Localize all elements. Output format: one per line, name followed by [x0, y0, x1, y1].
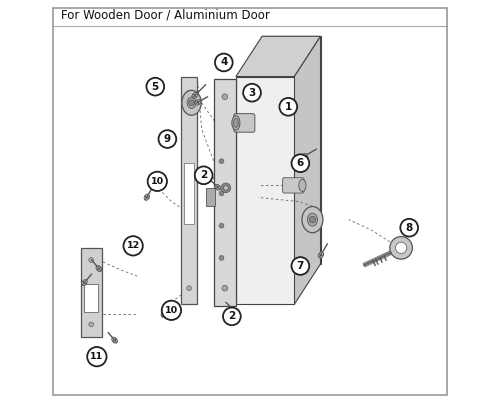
- Circle shape: [243, 84, 261, 102]
- Text: 6: 6: [297, 158, 304, 168]
- FancyBboxPatch shape: [234, 114, 255, 132]
- Circle shape: [400, 219, 418, 237]
- Polygon shape: [182, 77, 197, 304]
- Ellipse shape: [161, 311, 166, 317]
- Circle shape: [146, 78, 164, 96]
- Text: 1: 1: [284, 102, 292, 112]
- Ellipse shape: [194, 100, 201, 105]
- Ellipse shape: [192, 93, 198, 98]
- Text: For Wooden Door / Aluminium Door: For Wooden Door / Aluminium Door: [60, 9, 270, 22]
- Text: 5: 5: [152, 82, 159, 91]
- Circle shape: [215, 54, 232, 71]
- Ellipse shape: [144, 194, 150, 200]
- Ellipse shape: [308, 213, 318, 226]
- Circle shape: [188, 100, 194, 106]
- Ellipse shape: [96, 266, 102, 272]
- Circle shape: [162, 301, 181, 320]
- Circle shape: [219, 191, 224, 196]
- Text: 7: 7: [296, 261, 304, 271]
- Circle shape: [87, 347, 106, 366]
- FancyBboxPatch shape: [206, 188, 214, 206]
- Ellipse shape: [214, 184, 220, 190]
- FancyBboxPatch shape: [282, 178, 304, 193]
- Circle shape: [224, 185, 228, 190]
- Circle shape: [222, 94, 228, 100]
- Ellipse shape: [233, 309, 238, 315]
- Circle shape: [221, 183, 231, 193]
- Text: 4: 4: [220, 58, 228, 67]
- Circle shape: [219, 223, 224, 228]
- Ellipse shape: [234, 118, 238, 127]
- Ellipse shape: [302, 206, 323, 233]
- Ellipse shape: [299, 179, 306, 191]
- Circle shape: [280, 98, 297, 116]
- Circle shape: [309, 216, 316, 223]
- Ellipse shape: [318, 252, 324, 258]
- Text: 2: 2: [200, 170, 207, 180]
- Circle shape: [292, 154, 309, 172]
- Circle shape: [223, 307, 240, 325]
- Polygon shape: [294, 36, 320, 304]
- Text: 10: 10: [165, 306, 178, 315]
- Ellipse shape: [112, 337, 117, 343]
- Circle shape: [222, 285, 228, 291]
- Ellipse shape: [232, 116, 240, 130]
- Text: 3: 3: [248, 88, 256, 98]
- Circle shape: [89, 322, 94, 327]
- Text: 11: 11: [90, 352, 104, 361]
- FancyBboxPatch shape: [84, 284, 98, 312]
- Polygon shape: [262, 36, 320, 264]
- FancyBboxPatch shape: [184, 163, 194, 224]
- Circle shape: [292, 257, 309, 275]
- Text: 8: 8: [406, 223, 413, 233]
- Circle shape: [89, 258, 94, 262]
- Circle shape: [186, 90, 192, 95]
- Text: 9: 9: [164, 134, 171, 144]
- Circle shape: [396, 242, 407, 253]
- Circle shape: [124, 236, 143, 256]
- Ellipse shape: [187, 97, 196, 108]
- Ellipse shape: [301, 154, 308, 159]
- Polygon shape: [236, 36, 320, 77]
- Ellipse shape: [82, 280, 87, 286]
- Circle shape: [148, 172, 167, 191]
- Circle shape: [158, 130, 176, 148]
- Circle shape: [186, 286, 192, 291]
- Circle shape: [195, 166, 212, 184]
- Text: 10: 10: [150, 177, 164, 186]
- Circle shape: [219, 256, 224, 260]
- Ellipse shape: [182, 90, 201, 115]
- Polygon shape: [214, 79, 236, 306]
- Text: 12: 12: [126, 241, 140, 250]
- Polygon shape: [236, 77, 294, 304]
- Polygon shape: [80, 248, 102, 337]
- Circle shape: [390, 237, 412, 259]
- Text: 2: 2: [228, 312, 235, 321]
- Circle shape: [219, 159, 224, 164]
